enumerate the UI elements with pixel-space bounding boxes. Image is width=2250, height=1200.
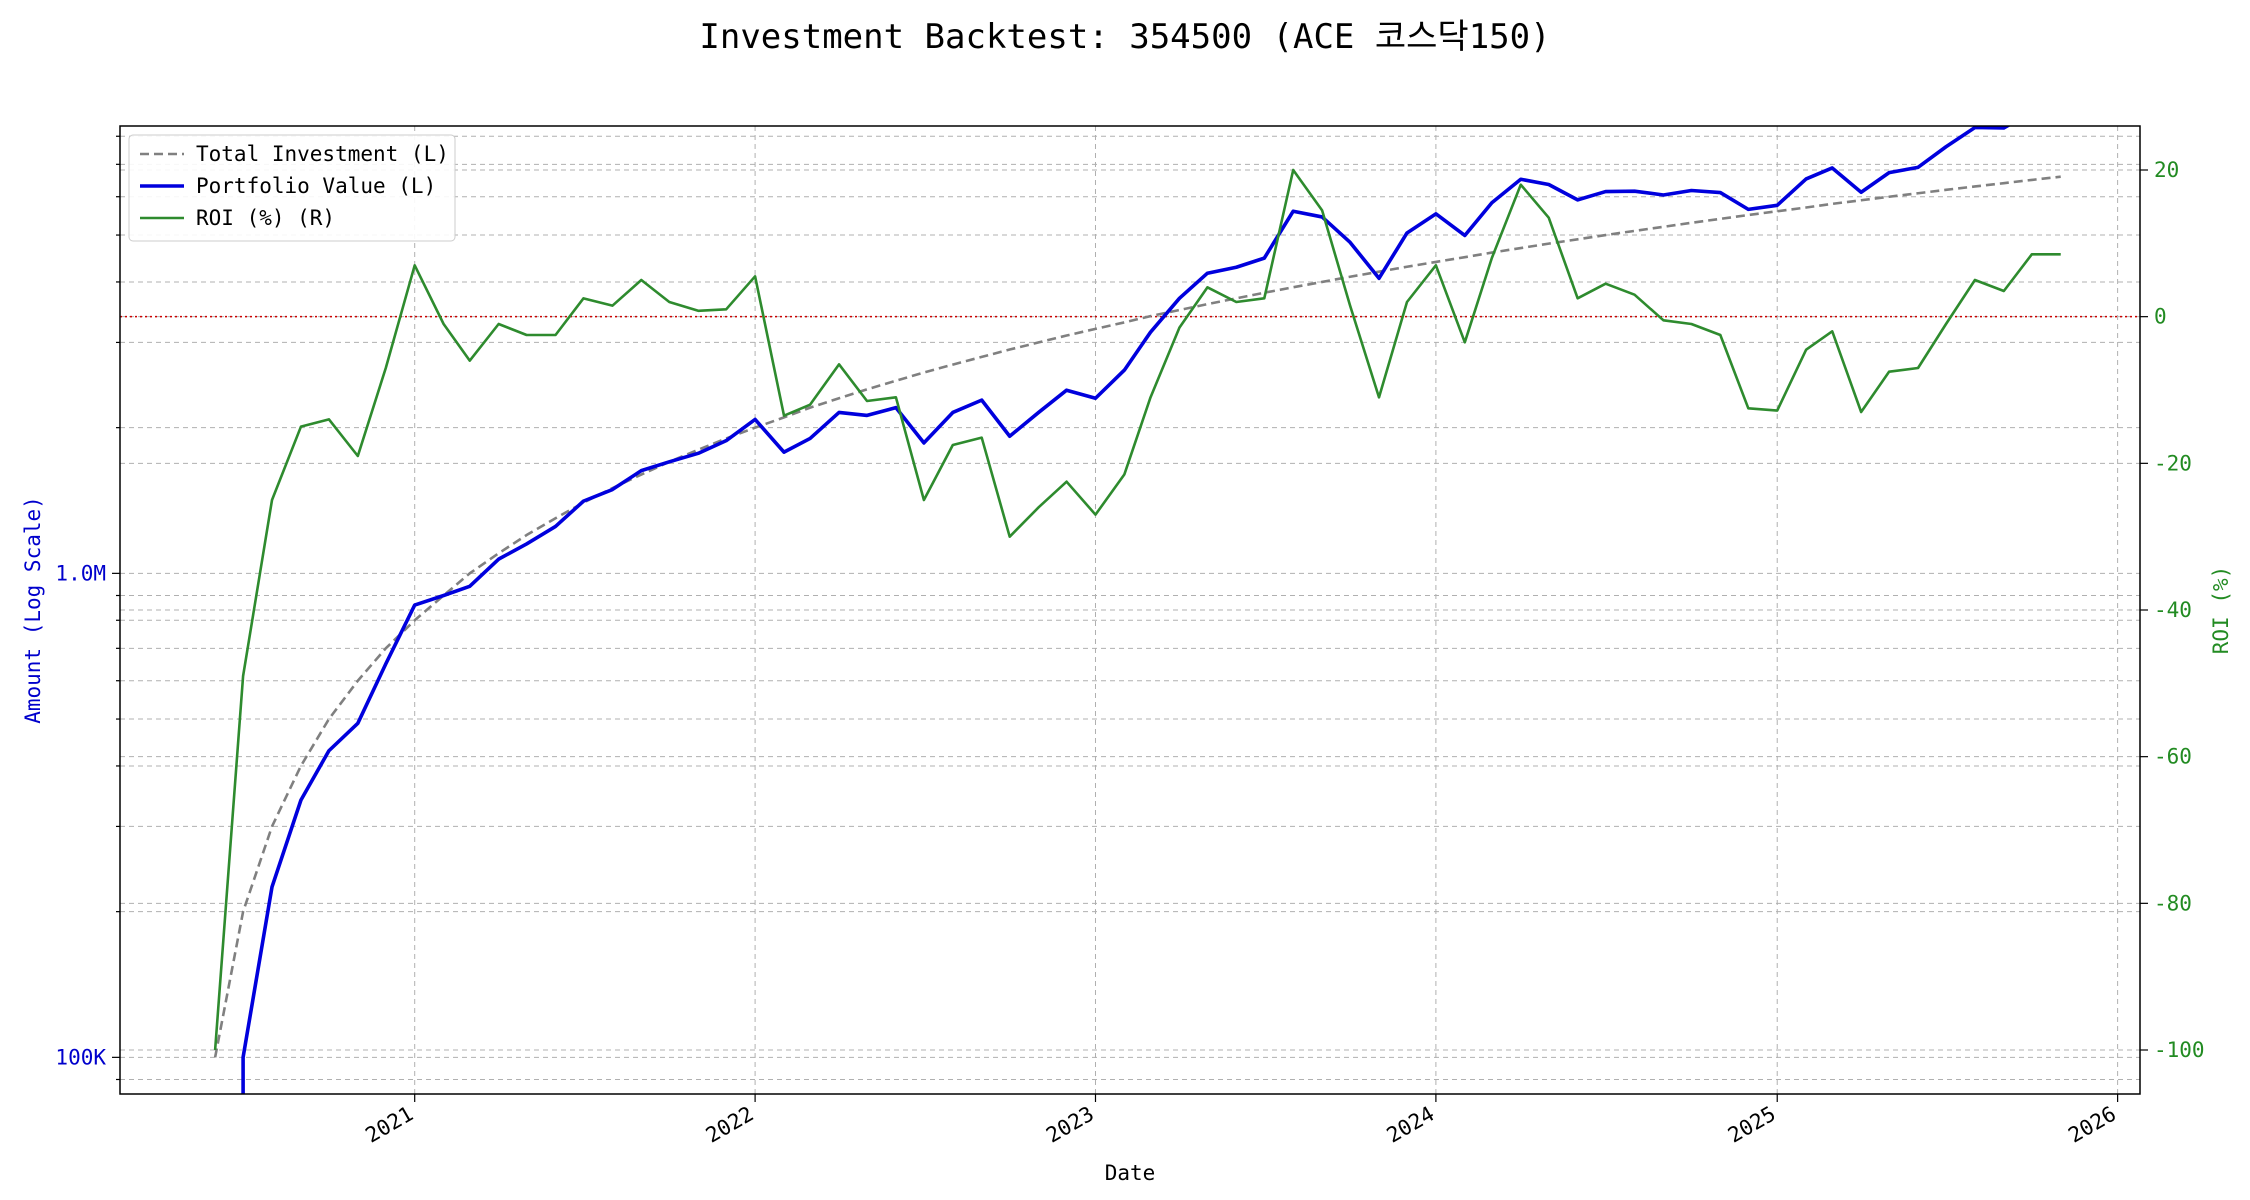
x-axis-ticks: 2021 2022 2023 2024 2025 2026: [361, 1094, 2120, 1148]
series-line-0: [213, 175, 2061, 1058]
series-line-1: [241, 126, 2011, 1094]
x-tick-label: 2021: [361, 1102, 417, 1148]
x-tick-label: 2024: [1383, 1102, 1439, 1148]
right-axis-label: ROI (%): [2209, 566, 2233, 655]
right-tick-label: -100: [2154, 1038, 2205, 1062]
right-tick-label: 20: [2154, 158, 2179, 182]
x-tick-label: 2025: [1724, 1102, 1780, 1148]
series-lines: [213, 126, 2061, 1094]
chart-title: Investment Backtest: 354500 (ACE 코스닥150): [699, 17, 1550, 57]
left-tick-label: 100K: [55, 1045, 106, 1069]
right-axis-ticks: 20 0 -20 -40 -60 -80 -100: [2140, 158, 2205, 1062]
legend-label-2: ROI (%) (R): [196, 206, 335, 230]
right-tick-label: -40: [2154, 598, 2192, 622]
right-tick-label: -20: [2154, 451, 2192, 475]
x-tick-label: 2023: [1042, 1102, 1098, 1148]
left-axis-label: Amount (Log Scale): [21, 496, 45, 724]
left-axis-ticks: 100K 1.0M: [55, 135, 120, 1081]
right-tick-label: 0: [2154, 305, 2167, 329]
legend: Total Investment (L) Portfolio Value (L) R…: [128, 134, 456, 242]
legend-box: [128, 134, 456, 242]
x-axis-label: Date: [1105, 1161, 1156, 1185]
legend-entries: Total Investment (L) Portfolio Value (L) R…: [140, 142, 449, 230]
right-tick-label: -60: [2154, 745, 2192, 769]
series-line-2: [213, 168, 2061, 1051]
right-tick-label: -80: [2154, 891, 2192, 915]
legend-label-1: Portfolio Value (L): [196, 174, 436, 198]
left-tick-label: 1.0M: [55, 561, 106, 585]
grid: [120, 126, 2140, 1094]
x-tick-label: 2026: [2064, 1102, 2120, 1148]
x-tick-label: 2022: [702, 1102, 758, 1148]
legend-label-0: Total Investment (L): [196, 142, 449, 166]
